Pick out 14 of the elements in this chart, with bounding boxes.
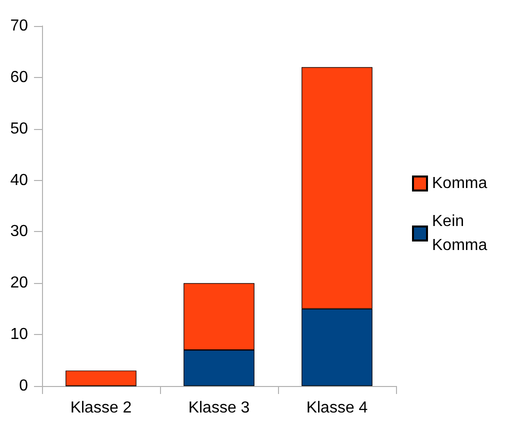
- y-tick-label: 0: [19, 378, 28, 394]
- legend-label: Komma: [432, 175, 488, 192]
- bar: [66, 370, 136, 386]
- y-tick-label: 70: [10, 18, 28, 34]
- y-tick-label: 10: [10, 326, 28, 344]
- x-tick-label: Klasse 2: [70, 400, 132, 416]
- y-tick-label: 20: [10, 274, 28, 292]
- legend-label: Kein Komma: [432, 213, 488, 254]
- x-tick-label: Klasse 4: [306, 400, 368, 416]
- y-tick-label: 60: [10, 68, 28, 86]
- x-tick-label: Klasse 3: [188, 400, 250, 416]
- y-tick-label: 40: [10, 172, 28, 189]
- y-tick-label: 50: [10, 120, 28, 138]
- y-tick-label: 30: [10, 223, 28, 240]
